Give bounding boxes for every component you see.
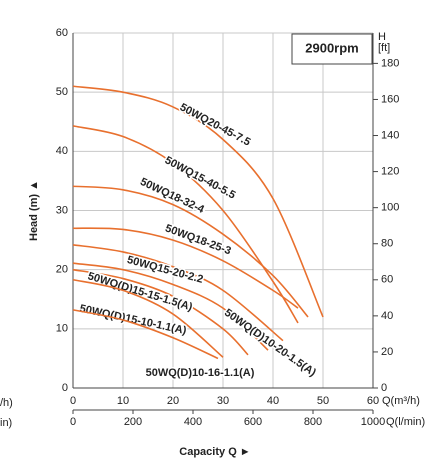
y-tick-label: 60 xyxy=(56,27,68,39)
x-tick-label: 0 xyxy=(70,395,76,407)
rpm-box xyxy=(291,33,373,65)
x2-tick-label: 0 xyxy=(70,416,76,428)
x2-tick-label: 1000 xyxy=(361,416,385,428)
curve xyxy=(72,278,224,358)
x-tick-label: 40 xyxy=(267,395,279,407)
curve xyxy=(72,244,284,342)
y-tick-label: 50 xyxy=(56,86,68,98)
y2-tick-label: 100 xyxy=(381,202,399,214)
x2-tick-label: 800 xyxy=(304,416,322,428)
curve xyxy=(72,85,324,318)
curve-label: 50WQ(D)15-10-1.1(A) xyxy=(79,303,188,337)
x-tick-label: 50 xyxy=(317,395,329,407)
axis-title: Capacity Q ► xyxy=(179,446,250,458)
cropped-label: in) xyxy=(0,417,12,429)
y2-tick-label: 160 xyxy=(381,93,399,105)
y2-tick-label: 60 xyxy=(381,274,393,286)
y2-tick-label: 40 xyxy=(381,310,393,322)
x-unit-label: Q(m³/h) xyxy=(382,395,420,407)
y-tick-label: 10 xyxy=(56,323,68,335)
cropped-label: /h) xyxy=(0,397,13,409)
curve-label: 50WQ(D)10-16-1.1(A) xyxy=(146,367,255,379)
y2-tick-label: 120 xyxy=(381,165,399,177)
y2-tick-label: 140 xyxy=(381,129,399,141)
x-tick-label: 10 xyxy=(117,395,129,407)
curve xyxy=(72,227,299,309)
y-tick-label: 0 xyxy=(62,382,68,394)
y-tick-label: 40 xyxy=(56,145,68,157)
curve xyxy=(72,268,249,356)
curve-label: 50WQ20-45-7.5 xyxy=(178,101,253,148)
y2-unit-sublabel: [ft] xyxy=(378,42,390,54)
axis-title: Head (m) ▲ xyxy=(28,180,40,241)
y-tick-label: 30 xyxy=(56,204,68,216)
x2-unit-label: Q(l/min) xyxy=(386,416,425,428)
curve xyxy=(72,185,309,318)
y2-tick-label: 0 xyxy=(381,382,387,394)
curve xyxy=(72,262,269,351)
rpm-label: 2900rpm xyxy=(305,40,358,55)
y2-unit-label: H xyxy=(378,31,386,43)
x-tick-label: 20 xyxy=(167,395,179,407)
y-tick-label: 20 xyxy=(56,264,68,276)
x2-tick-label: 400 xyxy=(184,416,202,428)
curve xyxy=(72,309,219,360)
curve xyxy=(72,125,299,324)
x-tick-label: 30 xyxy=(217,395,229,407)
y2-tick-label: 80 xyxy=(381,238,393,250)
x2-tick-label: 600 xyxy=(244,416,262,428)
y2-tick-label: 180 xyxy=(381,57,399,69)
y2-tick-label: 20 xyxy=(381,346,393,358)
x-tick-label: 60 xyxy=(367,395,379,407)
x2-tick-label: 200 xyxy=(124,416,142,428)
